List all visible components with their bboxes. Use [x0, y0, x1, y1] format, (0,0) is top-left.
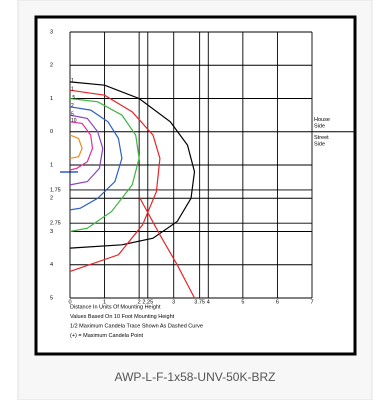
y-tick-label: 3 — [50, 29, 53, 35]
curve-label: .5 — [71, 95, 75, 101]
curve-label: 5 — [71, 111, 74, 117]
y-tick-label: 0 — [50, 129, 53, 135]
x-tick-label: 5 — [241, 299, 244, 305]
chart-note: Values Based On 10 Foot Mounting Height — [70, 314, 175, 320]
house-side-label: Side — [314, 124, 325, 130]
x-tick-label: 7 — [310, 299, 313, 305]
y-tick-label: 2.75 — [50, 221, 61, 227]
street-side-label: Side — [314, 142, 325, 148]
y-tick-label: 1 — [50, 96, 53, 102]
y-tick-label: 3 — [50, 229, 53, 235]
y-tick-label: 1 — [50, 162, 53, 168]
y-tick-label: 2 — [50, 196, 53, 202]
isofootcandle-curve — [69, 81, 196, 249]
curve-label: 2 — [71, 103, 74, 109]
x-tick-label: 3 — [172, 299, 175, 305]
isofootcandle-curve — [69, 97, 140, 233]
isofootcandle-curve — [69, 134, 83, 159]
y-tick-label: 2 — [50, 63, 53, 69]
curve-label: 1 — [71, 87, 74, 93]
isofootcandle-curve — [69, 114, 104, 186]
product-caption: AWP-L-F-1x58-UNV-50K-BRZ — [115, 370, 276, 384]
x-tick-label: 3.75 — [194, 299, 205, 305]
x-tick-label: 4 — [207, 299, 210, 305]
isofootcandle-curve — [69, 121, 94, 171]
y-tick-label: 5 — [50, 295, 53, 301]
curve-label: 10 — [71, 118, 77, 124]
x-tick-label: 0 — [68, 299, 71, 305]
x-tick-label: 1 — [103, 299, 106, 305]
isofootcandle-curve — [69, 89, 161, 272]
chart-note: (+) = Maximum Candela Point — [70, 333, 144, 339]
x-tick-label: 2 — [138, 299, 141, 305]
y-tick-label: 4 — [50, 262, 53, 268]
isofootcandle-curve — [69, 106, 123, 211]
isofootcandle-curve — [138, 196, 196, 299]
x-tick-label: 6 — [276, 299, 279, 305]
curve-label: 1 — [71, 78, 74, 84]
chart-note: 1/2 Maximum Candela Trace Shown As Dashe… — [70, 323, 203, 329]
street-side-label: Street — [314, 135, 329, 141]
chart-note: Distance In Units Of Mounting Height — [70, 304, 161, 310]
house-side-label: House — [314, 117, 330, 123]
x-tick-label: 2.25 — [142, 299, 153, 305]
y-tick-label: 1.75 — [50, 187, 61, 193]
